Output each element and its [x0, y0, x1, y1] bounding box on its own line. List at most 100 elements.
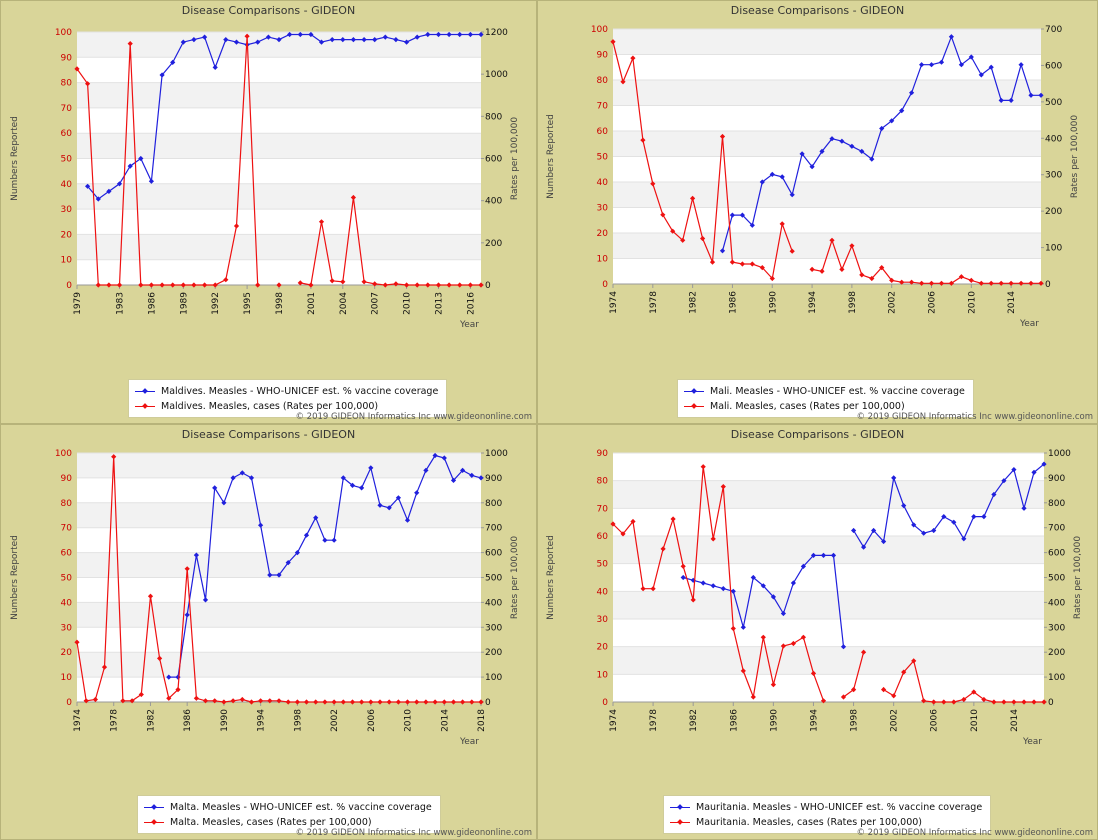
legend-item-vaccine: Malta. Measles - WHO-UNICEF est. % vacci…: [144, 800, 432, 815]
x-tick-label: 2018: [477, 709, 487, 732]
data-point-vaccine: [202, 34, 208, 40]
data-point-cases: [267, 698, 273, 704]
data-point-cases: [175, 686, 181, 693]
data-point-cases: [820, 698, 827, 704]
y-tick-label: 30: [61, 623, 73, 633]
y2-tick-label: 0: [1045, 280, 1051, 290]
data-point-cases: [819, 268, 825, 274]
data-point-vaccine: [340, 37, 346, 43]
data-point-cases: [350, 194, 356, 201]
y-tick-label: 90: [61, 474, 73, 484]
data-point-vaccine: [881, 538, 887, 545]
data-point-cases: [680, 237, 686, 243]
data-point-cases: [889, 277, 895, 283]
y2-tick-label: 800: [485, 112, 502, 122]
data-point-cases: [730, 625, 736, 632]
x-tick-label: 2006: [367, 709, 377, 732]
legend-marker-vaccine: [144, 803, 164, 812]
grid-band: [77, 453, 481, 478]
x-tick-label: 2010: [404, 709, 414, 732]
data-point-cases: [361, 279, 367, 285]
data-point-vaccine: [879, 125, 885, 132]
y2-tick-label: 1200: [485, 28, 508, 38]
grid-band: [613, 480, 1044, 509]
data-point-vaccine: [1008, 97, 1014, 103]
x-tick-label: 1986: [183, 709, 193, 732]
legend-marker-vaccine: [135, 387, 155, 396]
data-point-cases: [998, 280, 1004, 286]
data-point-cases: [191, 282, 197, 288]
data-point-cases: [116, 282, 123, 288]
chart-legend: Mauritania. Measles - WHO-UNICEF est. % …: [663, 795, 992, 834]
data-point-vaccine: [467, 31, 473, 38]
grid-band: [77, 183, 481, 210]
data-point-vaccine: [951, 519, 957, 525]
x-tick-label: 2014: [1007, 291, 1017, 314]
grid-band: [613, 182, 1041, 208]
data-point-cases: [849, 243, 855, 249]
data-point-cases: [423, 699, 429, 705]
data-point-vaccine: [799, 151, 805, 157]
y2-tick-label: 1000: [1048, 449, 1071, 459]
legend-marker-cases: [670, 818, 690, 827]
x-tick-label: 1990: [769, 709, 779, 732]
data-point-cases: [931, 699, 937, 705]
y2-tick-label: 200: [485, 239, 502, 249]
copyright-text: © 2019 GIDEON Informatics Inc www.gideon…: [856, 828, 1093, 838]
legend-item-cases: Mali. Measles, cases (Rates per 100,000): [684, 399, 965, 414]
legend-label-cases: Malta. Measles, cases (Rates per 100,000…: [170, 817, 372, 828]
data-point-cases: [202, 698, 209, 704]
legend-item-vaccine: Maldives. Measles - WHO-UNICEF est. % va…: [135, 384, 438, 399]
data-point-vaccine: [800, 563, 806, 569]
data-point-vaccine: [779, 174, 785, 180]
data-point-cases: [404, 282, 410, 288]
y-tick-label: 80: [597, 76, 609, 86]
data-point-cases: [230, 698, 236, 704]
data-point-vaccine: [961, 536, 967, 542]
data-point-cases: [460, 699, 466, 705]
y-axis-title: Numbers Reported: [10, 535, 20, 620]
data-point-cases: [958, 274, 964, 280]
x-tick-label: 2004: [339, 292, 349, 315]
data-point-vaccine: [998, 97, 1004, 103]
x-tick-label: 2014: [440, 709, 450, 732]
data-point-cases: [239, 696, 245, 703]
grid-band: [77, 234, 481, 260]
y2-tick-label: 700: [1048, 524, 1065, 534]
data-point-vaccine: [719, 248, 726, 254]
y-tick-label: 10: [597, 670, 609, 680]
chart-panel-mali: 0 10 20 30 40 50 60 70 80 90 100 0 100 200 300 400 500 60…: [537, 0, 1098, 424]
grid-band: [613, 591, 1044, 619]
x-axis-title: Year: [459, 320, 479, 330]
data-point-cases: [329, 278, 335, 284]
y-tick-label: 30: [597, 204, 609, 214]
data-point-vaccine: [981, 514, 987, 520]
x-tick-label: 1994: [808, 291, 818, 314]
data-point-cases: [377, 699, 383, 705]
series-line-vaccine: [853, 463, 1045, 549]
grid-band: [77, 32, 481, 58]
y2-tick-label: 600: [485, 549, 502, 559]
y2-tick-label: 200: [1045, 207, 1062, 217]
data-point-cases: [968, 277, 974, 283]
data-point-vaccine: [138, 155, 144, 162]
y2-tick-label: 800: [485, 499, 502, 509]
data-point-cases: [318, 219, 325, 225]
data-point-cases: [670, 228, 676, 234]
data-point-cases: [770, 682, 776, 688]
y2-tick-label: 0: [485, 281, 491, 291]
x-tick-label: 2010: [403, 292, 413, 315]
data-point-cases: [120, 698, 126, 704]
data-point-cases: [404, 699, 411, 705]
y2-tick-label: 900: [1048, 474, 1065, 484]
legend-label-vaccine: Mali. Measles - WHO-UNICEF est. % vaccin…: [710, 386, 965, 397]
x-tick-label: 2002: [888, 291, 898, 314]
y2-tick-label: 600: [485, 155, 502, 165]
data-point-vaccine: [393, 37, 399, 43]
data-point-cases: [450, 699, 457, 705]
data-point-vaccine: [1001, 478, 1007, 484]
data-point-vaccine: [759, 179, 765, 185]
data-point-cases: [212, 282, 218, 288]
data-point-vaccine: [170, 59, 176, 65]
grid-band: [77, 82, 481, 108]
